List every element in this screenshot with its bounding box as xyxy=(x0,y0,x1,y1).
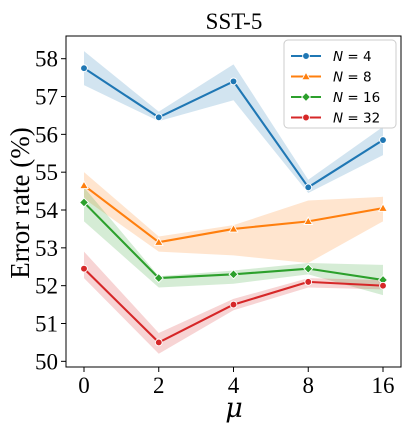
x-tick-label: 2 xyxy=(153,373,165,398)
legend-op: = xyxy=(343,70,363,86)
point-n-32-4 xyxy=(379,281,387,290)
y-axis-label: Error rate (%) xyxy=(5,127,35,278)
point-n-4-4 xyxy=(379,136,387,144)
legend-value: 16 xyxy=(363,90,380,106)
point-n-16-0 xyxy=(78,197,90,208)
point-n-32-0 xyxy=(80,264,88,273)
axis-ticks: 50 51 52 53 54 55 56 57 58 0 2 4 8 16 xyxy=(35,47,395,398)
legend-label-n-32: N = 32 xyxy=(333,111,380,127)
legend-op: = xyxy=(343,49,363,65)
legend-marker-n-32 xyxy=(302,113,310,122)
point-n-16-3 xyxy=(303,263,314,274)
x-tick-label: 4 xyxy=(228,373,240,398)
legend-var: N xyxy=(333,90,343,106)
y-tick-label: 53 xyxy=(35,236,58,261)
y-tick-label: 56 xyxy=(35,122,58,147)
legend-box xyxy=(283,39,397,129)
legend-var: N xyxy=(333,70,343,86)
y-tick-label: 55 xyxy=(35,160,58,185)
legend-var: N xyxy=(333,111,343,127)
legend-marker-n-4 xyxy=(302,52,310,60)
x-tick-label: 16 xyxy=(372,373,395,398)
chart-title: SST-5 xyxy=(206,9,263,34)
y-tick-label: 54 xyxy=(35,198,59,223)
y-tick-label: 50 xyxy=(35,349,58,374)
legend-op: = xyxy=(343,111,363,127)
y-tick-label: 52 xyxy=(35,274,58,299)
y-tick-label: 51 xyxy=(35,311,58,336)
point-n-8-1 xyxy=(153,237,164,246)
point-n-8-0 xyxy=(79,180,89,190)
legend-marker-n-8 xyxy=(301,71,311,81)
x-axis-label: μ xyxy=(225,393,243,424)
legend-op: = xyxy=(343,90,363,106)
point-n-4-1 xyxy=(154,113,163,122)
legend-var: N xyxy=(333,49,343,65)
point-n-32-3 xyxy=(304,278,313,286)
point-n-8-4 xyxy=(378,203,388,212)
legend-marker-n-16 xyxy=(300,91,312,103)
y-tick-label: 58 xyxy=(35,47,58,72)
point-n-4-0 xyxy=(80,64,88,73)
y-tick-label: 57 xyxy=(35,85,58,110)
point-n-4-3 xyxy=(304,183,313,192)
point-n-8-2 xyxy=(228,223,239,233)
point-n-16-2 xyxy=(228,269,239,280)
x-tick-label: 0 xyxy=(78,373,90,398)
legend-value: 4 xyxy=(363,49,372,65)
legend-value: 32 xyxy=(363,111,380,127)
legend-label-n-16: N = 16 xyxy=(333,90,380,106)
point-n-32-2 xyxy=(229,300,238,309)
series-markers xyxy=(78,64,389,347)
legend: N = 4N = 8N = 16N = 32 xyxy=(283,39,397,129)
x-tick-label: 8 xyxy=(303,373,315,398)
legend-value: 8 xyxy=(363,70,372,86)
legend-label-n-8: N = 8 xyxy=(333,70,372,86)
legend-label-n-4: N = 4 xyxy=(333,49,372,65)
point-n-16-1 xyxy=(153,273,164,284)
point-n-4-2 xyxy=(229,77,238,86)
point-n-8-3 xyxy=(303,216,314,225)
point-n-32-1 xyxy=(154,338,163,347)
